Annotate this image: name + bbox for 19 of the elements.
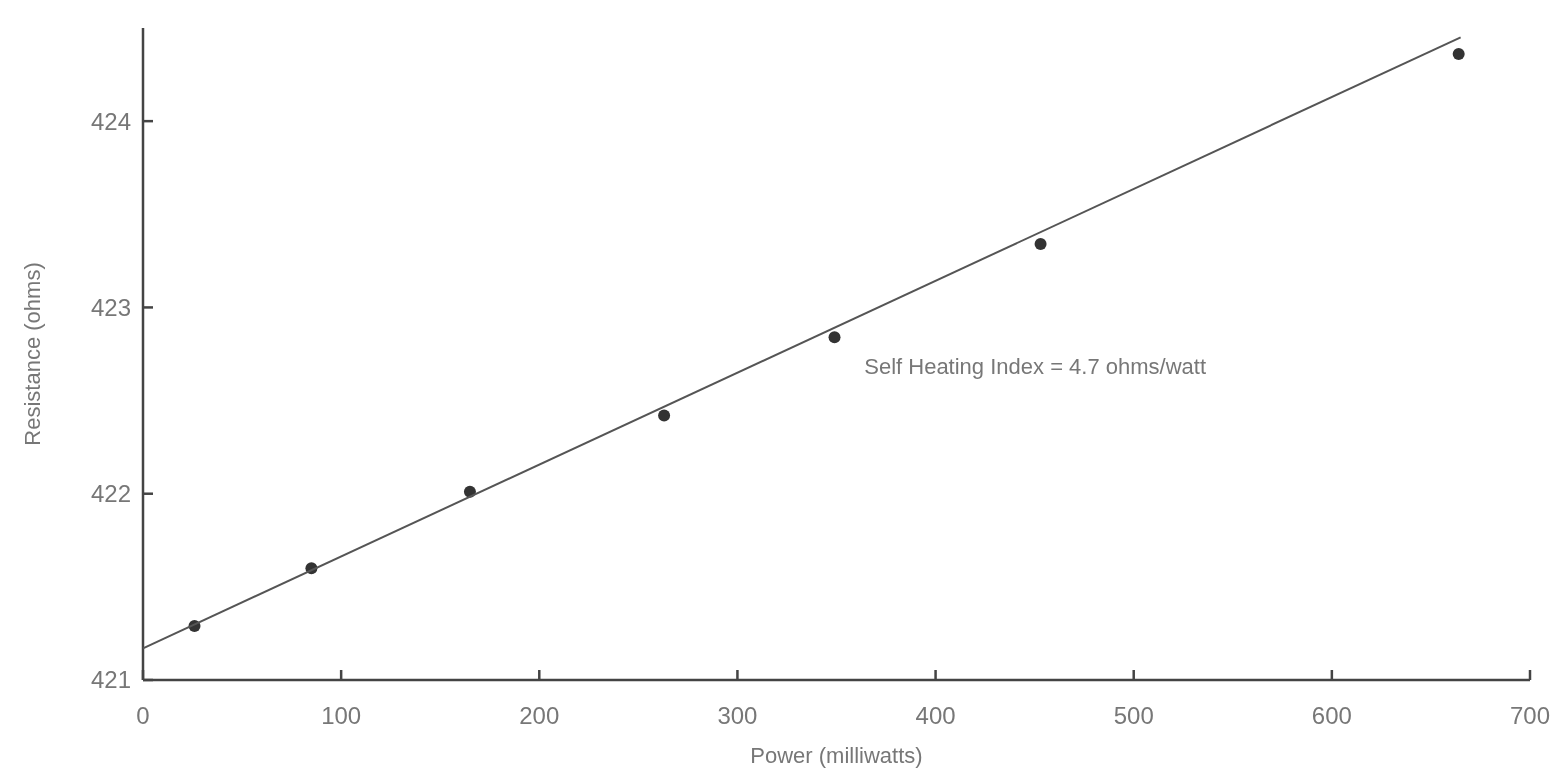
annotation: Self Heating Index = 4.7 ohms/watt — [864, 353, 1207, 379]
x-tick-label: 400 — [915, 702, 956, 729]
x-tick-label: 300 — [717, 702, 758, 729]
y-tick-label: 424 — [90, 107, 131, 135]
x-axis-title: Power (milliwatts) — [750, 743, 923, 768]
x-tick-label: 600 — [1311, 702, 1352, 729]
x-tick-label: 100 — [321, 702, 362, 729]
y-tick-label: 423 — [90, 293, 131, 321]
x-tick-label: 200 — [519, 702, 560, 729]
point — [658, 409, 671, 422]
x-tick-label: 700 — [1509, 702, 1551, 729]
x-tick-label: 500 — [1113, 702, 1154, 729]
point — [828, 331, 841, 344]
y-axis-title: Resistance (ohms) — [20, 262, 45, 446]
y-tick-label: 421 — [90, 666, 131, 694]
point — [1034, 238, 1047, 251]
y-tick-label: 422 — [90, 480, 131, 508]
point — [1452, 48, 1465, 61]
x-tick-label: 0 — [136, 702, 150, 729]
